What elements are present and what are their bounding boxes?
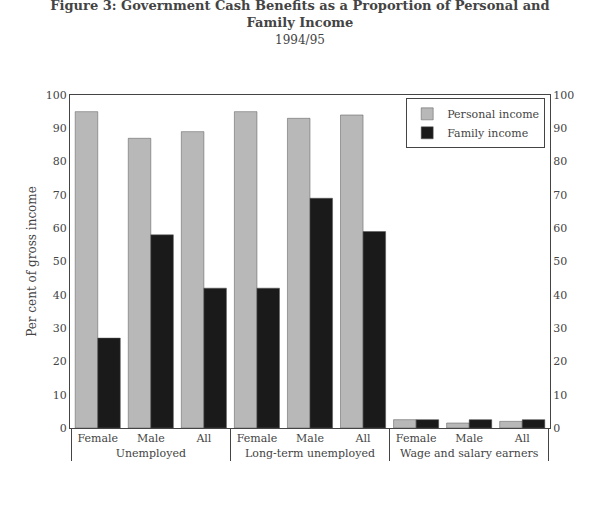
svg-text:30: 30: [53, 322, 67, 335]
svg-text:40: 40: [53, 289, 67, 302]
svg-text:70: 70: [553, 189, 567, 202]
svg-text:Unemployed: Unemployed: [116, 447, 186, 460]
svg-text:Per cent of gross income: Per cent of gross income: [25, 186, 39, 337]
svg-text:Male: Male: [137, 432, 165, 445]
svg-text:20: 20: [553, 355, 567, 368]
svg-text:All: All: [514, 432, 530, 445]
svg-text:Wage and salary earners: Wage and salary earners: [400, 447, 539, 460]
svg-text:100: 100: [46, 89, 67, 102]
svg-text:0: 0: [60, 422, 67, 435]
svg-text:Male: Male: [296, 432, 324, 445]
svg-text:10: 10: [53, 389, 67, 402]
svg-text:Female: Female: [396, 432, 437, 445]
svg-text:Family income: Family income: [447, 127, 528, 140]
svg-text:90: 90: [553, 122, 567, 135]
svg-text:Figure 3: Government Cash Bene: Figure 3: Government Cash Benefits as a …: [50, 0, 549, 47]
svg-text:70: 70: [53, 189, 67, 202]
svg-text:80: 80: [553, 155, 567, 168]
svg-text:80: 80: [53, 155, 67, 168]
svg-text:60: 60: [53, 222, 67, 235]
svg-text:100: 100: [553, 89, 574, 102]
svg-text:60: 60: [553, 222, 567, 235]
svg-text:20: 20: [53, 355, 67, 368]
svg-text:Female: Female: [77, 432, 118, 445]
svg-text:10: 10: [553, 389, 567, 402]
svg-text:All: All: [195, 432, 211, 445]
svg-text:50: 50: [53, 255, 67, 268]
svg-text:50: 50: [553, 255, 567, 268]
svg-text:All: All: [355, 432, 371, 445]
svg-text:90: 90: [53, 122, 67, 135]
svg-text:Long-term unemployed: Long-term unemployed: [245, 447, 375, 460]
svg-text:40: 40: [553, 289, 567, 302]
svg-text:30: 30: [553, 322, 567, 335]
svg-text:Male: Male: [455, 432, 483, 445]
svg-text:Personal income: Personal income: [447, 108, 539, 121]
svg-text:0: 0: [553, 422, 560, 435]
svg-text:Female: Female: [237, 432, 278, 445]
